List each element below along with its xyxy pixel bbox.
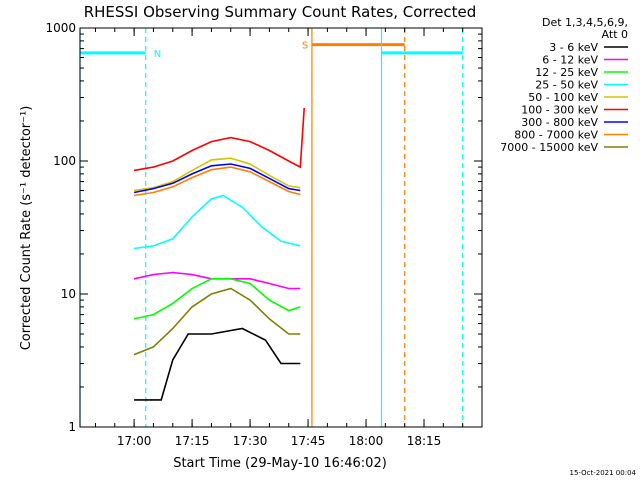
y-axis-label: Corrected Count Rate (s⁻¹ detector⁻¹) <box>19 106 34 351</box>
y-tick-label-1: 10 <box>61 287 76 301</box>
y-tick-label-2: 100 <box>53 154 76 168</box>
legend-header-line-1: Det 1,3,4,5,6,9, <box>542 16 628 29</box>
chart-title: RHESSI Observing Summary Count Rates, Co… <box>84 3 477 21</box>
legend-label-3: 25 - 50 keV <box>535 79 598 92</box>
series-layer <box>133 108 305 401</box>
series-line-0 <box>134 327 301 401</box>
x-tick-label-0: 17:00 <box>117 434 152 448</box>
series-line-8 <box>133 287 301 356</box>
series-line-3 <box>133 194 301 250</box>
series-line-4 <box>133 157 301 192</box>
y-axis: 1 10 100 1000 <box>45 21 482 434</box>
legend-label-5: 100 - 300 keV <box>521 104 598 117</box>
legend-label-1: 6 - 12 keV <box>542 54 598 67</box>
x-tick-label-5: 18:15 <box>407 434 442 448</box>
legend-label-0: 3 - 6 keV <box>549 41 598 54</box>
flag-label-1: S <box>302 41 308 52</box>
series-line-6 <box>133 163 301 194</box>
legend-label-8: 7000 - 15000 keV <box>500 141 598 154</box>
legend-label-2: 12 - 25 keV <box>535 66 598 79</box>
x-tick-label-2: 17:30 <box>233 434 268 448</box>
legend-label-4: 50 - 100 keV <box>528 91 598 104</box>
flag-label-0: N <box>154 49 161 60</box>
observing-flags: NS <box>79 28 464 427</box>
y-tick-label-3: 1000 <box>45 21 76 35</box>
footer-timestamp: 15-Oct-2021 00:04 <box>570 469 637 477</box>
legend-label-6: 300 - 800 keV <box>521 116 598 129</box>
series-line-1 <box>133 271 301 290</box>
x-axis: 17:00 17:15 17:30 17:45 18:00 18:15 <box>94 28 483 448</box>
legend-header-line-2: Att 0 <box>602 28 628 41</box>
y-tick-label-0: 1 <box>68 420 76 434</box>
plot-frame <box>79 27 483 428</box>
series-line-5 <box>133 108 305 172</box>
x-tick-label-3: 17:45 <box>291 434 326 448</box>
series-line-7 <box>133 166 301 197</box>
x-axis-label: Start Time (29-May-10 16:46:02) <box>173 456 387 471</box>
x-tick-label-1: 17:15 <box>175 434 210 448</box>
x-tick-label-4: 18:00 <box>349 434 384 448</box>
series-line-2 <box>133 277 301 320</box>
legend-label-7: 800 - 7000 keV <box>514 129 598 142</box>
